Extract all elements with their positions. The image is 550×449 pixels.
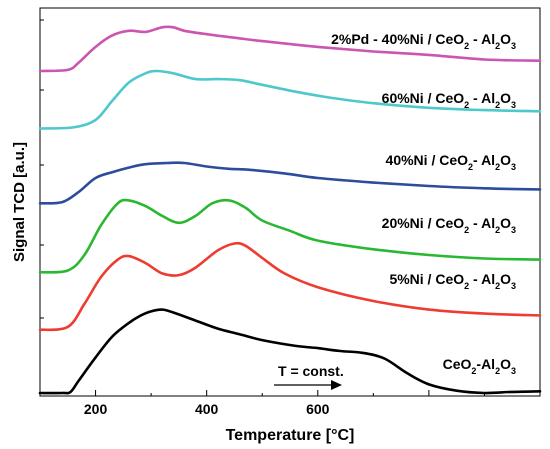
- series-label-20ni: 20%Ni / CeO2 - Al2O3: [382, 215, 516, 235]
- x-tick-labels: 200 400 600: [84, 401, 330, 417]
- y-axis-label: Signal TCD [a.u.]: [11, 142, 28, 262]
- series-line-4: [38, 241, 542, 332]
- arrow-right-icon: [331, 380, 342, 390]
- series-label-40ni: 40%Ni / CeO2- Al2O3: [386, 152, 516, 172]
- series-label-5ni: 5%Ni / CeO2 - Al2O3: [389, 271, 516, 291]
- series-label-60ni: 60%Ni / CeO2 - Al2O3: [382, 90, 516, 110]
- series-line-0: [38, 25, 542, 73]
- series-label-ceo2-al2o3: CeO2-Al2O3: [443, 356, 516, 376]
- series-label-2pd-40ni: 2%Pd - 40%Ni / CeO2 - Al2O3: [331, 31, 516, 51]
- series-line-2: [38, 161, 542, 205]
- x-tick-label: 200: [84, 401, 108, 417]
- series-line-1: [38, 69, 542, 130]
- x-tick-label: 600: [306, 401, 330, 417]
- series-line-5: [38, 308, 542, 395]
- series-curves: [38, 25, 542, 395]
- series-line-3: [38, 198, 542, 274]
- x-axis-label: Temperature [°C]: [226, 427, 355, 444]
- annotation-t-const: T = const.: [278, 363, 344, 379]
- x-tick-label: 400: [195, 401, 219, 417]
- y-tick-marks: [40, 19, 44, 319]
